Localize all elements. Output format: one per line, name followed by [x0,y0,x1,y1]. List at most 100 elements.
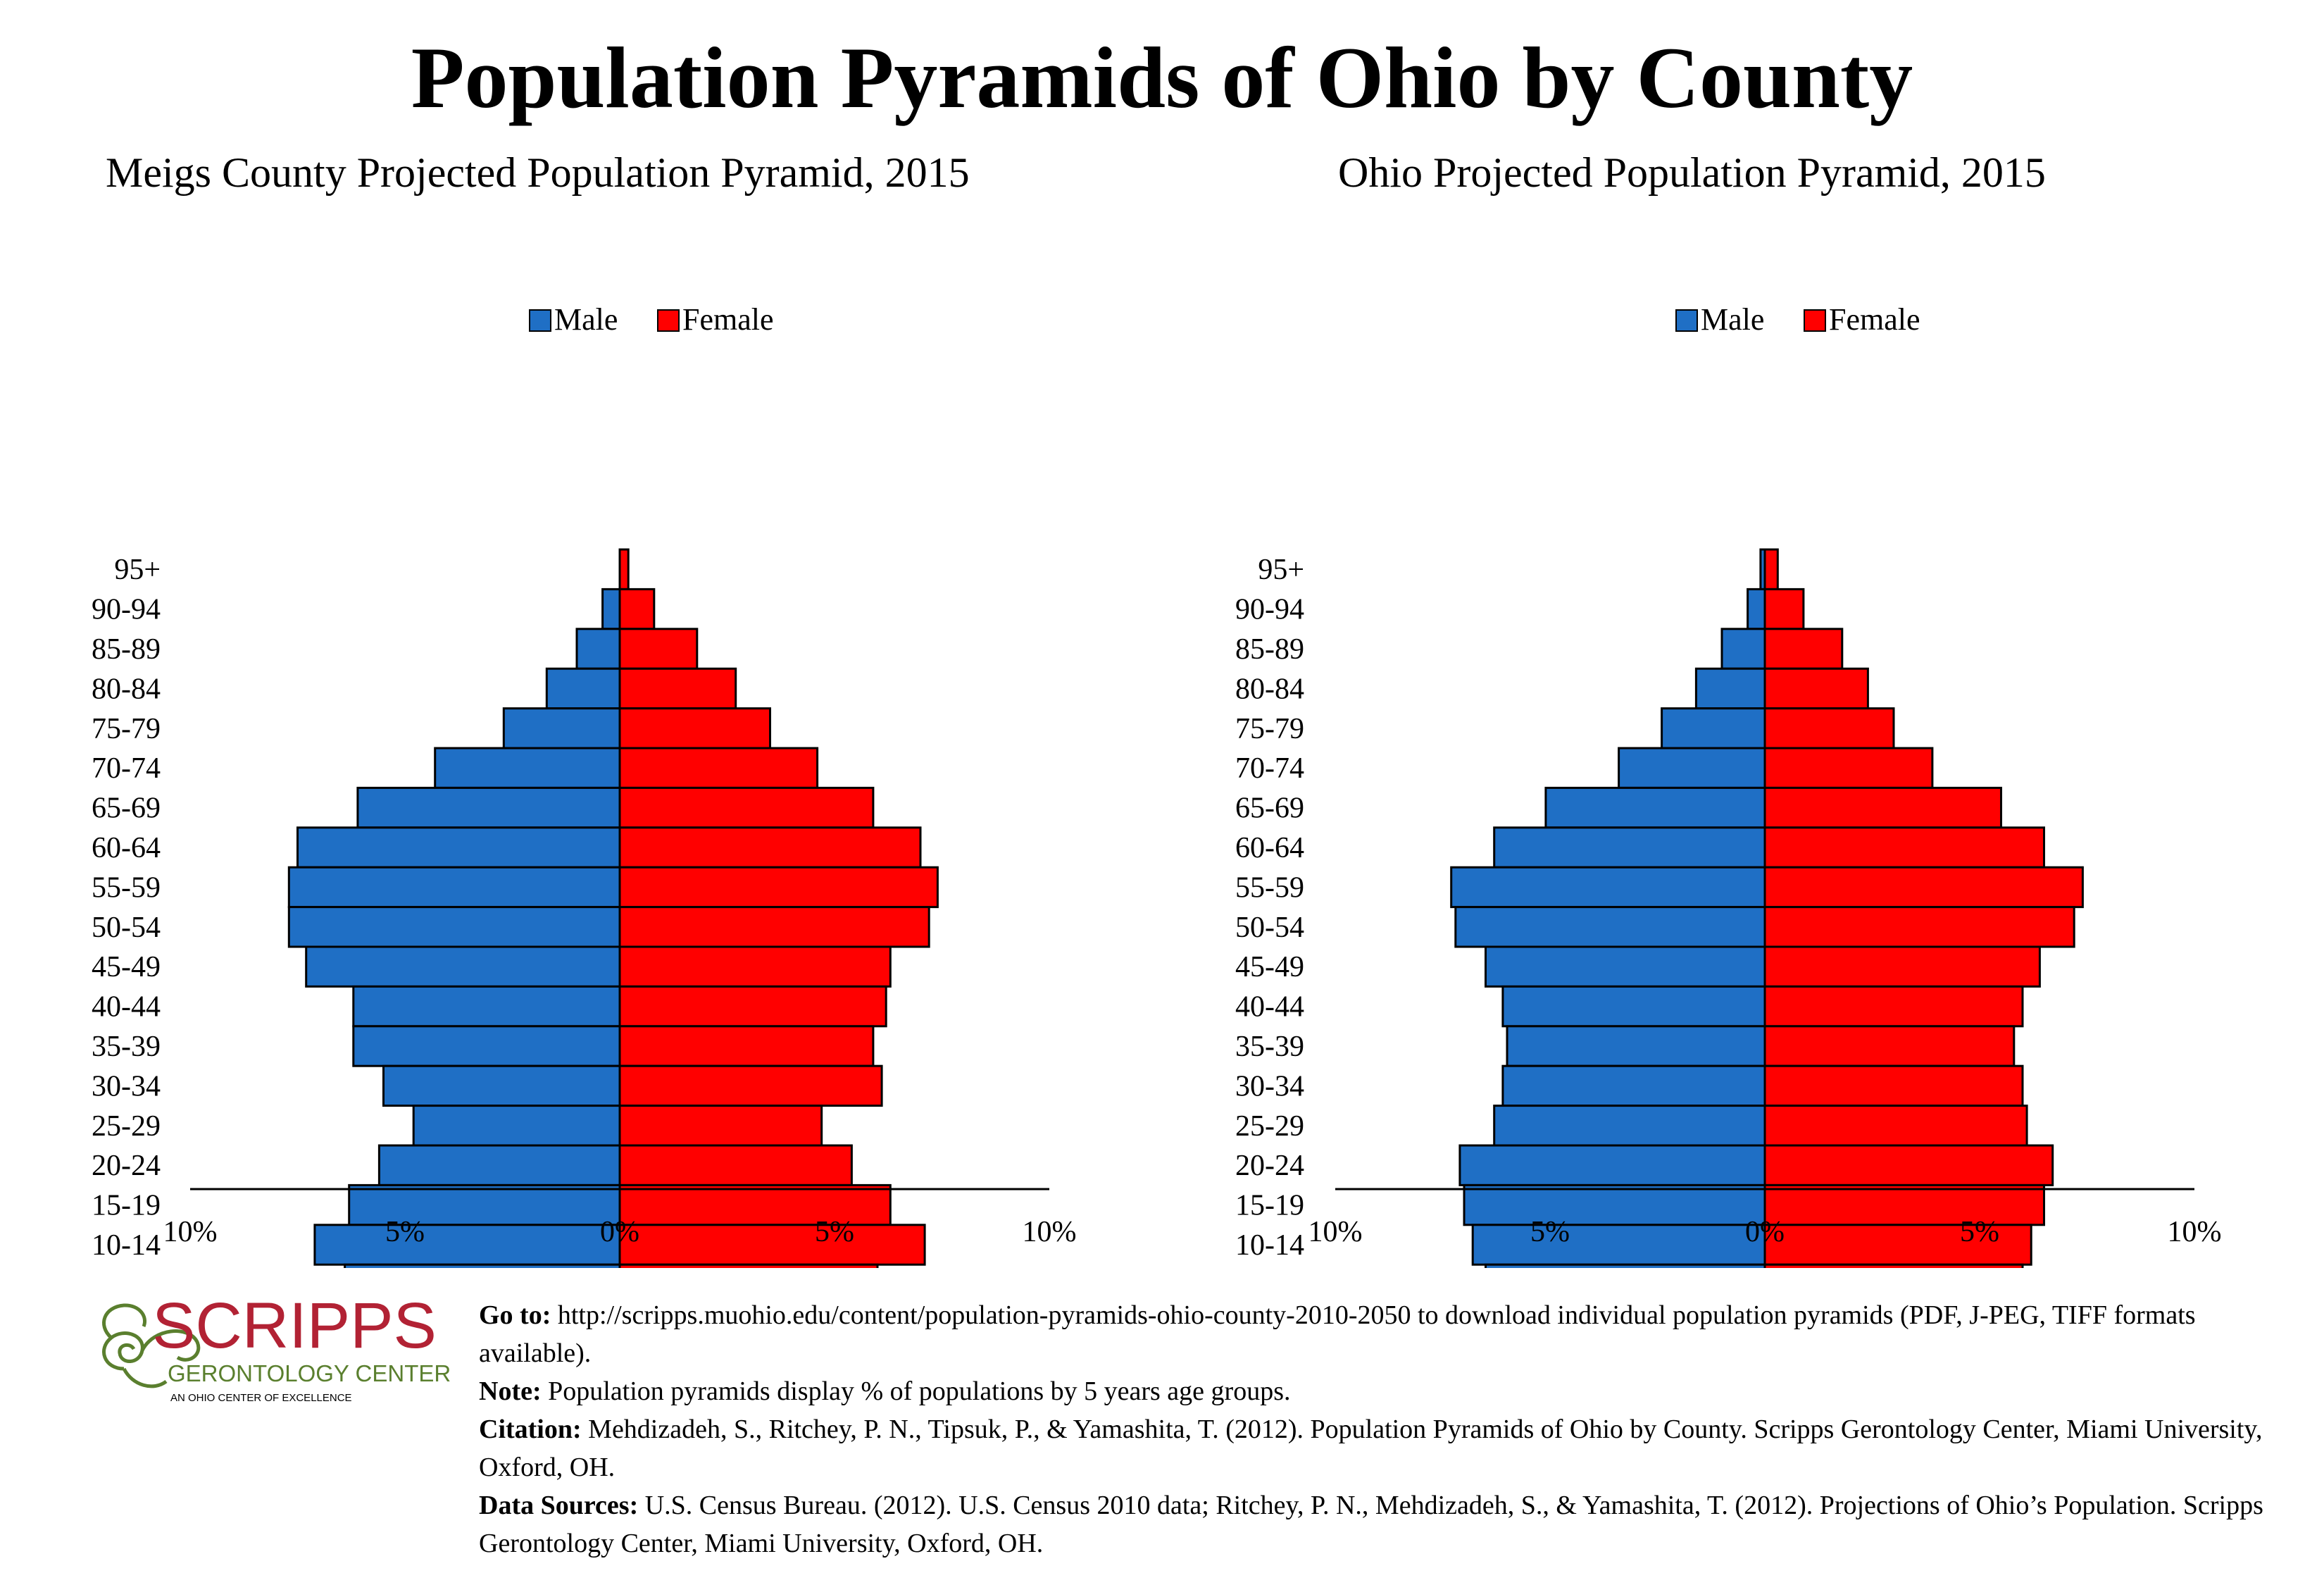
bar-female-65-69 [618,786,875,829]
chart-legend: Male Female [1675,302,1920,337]
category-label: 45-49 [92,951,161,983]
scripps-logo-mark: SCRIPPS GERONTOLOGY CENTER AN OHIO CENTE… [102,1290,451,1404]
footer-sources-text: U.S. Census Bureau. (2012). U.S. Census … [479,1491,2263,1558]
x-tick-label: 10% [2168,1216,2222,1248]
footer-note-label: Note: [479,1376,542,1406]
category-label: 65-69 [1235,792,1304,825]
bar-female-60-64 [618,826,922,869]
bar-female-10-14 [618,1224,926,1266]
bar-male-85-89 [1720,628,1766,670]
bar-female-35-39 [1763,1025,2016,1067]
bar-female-95+ [1763,548,1779,590]
scripps-logo: SCRIPPS GERONTOLOGY CENTER AN OHIO CENTE… [83,1286,463,1412]
category-label: 55-59 [92,871,161,904]
legend-male-label: Male [554,302,618,337]
bar-female-85-89 [618,628,699,670]
bar-male-35-39 [1506,1025,1766,1067]
category-label: 60-64 [92,832,161,864]
bar-male-10-14 [313,1224,621,1266]
bar-male-45-49 [305,945,621,988]
bar-male-40-44 [1501,985,1766,1028]
bar-male-55-59 [287,866,621,909]
category-label: 10-14 [1235,1229,1304,1262]
bar-male-10-14 [1471,1224,1766,1266]
category-label: 25-29 [92,1110,161,1143]
bar-female-45-49 [1763,945,2041,988]
category-label: 75-79 [92,713,161,745]
bars-group [1450,548,2084,1268]
x-tick-label: 5% [1530,1216,1570,1248]
bar-female-15-19 [1763,1183,2045,1226]
x-tick-label: 5% [1960,1216,1999,1248]
chart-subtitle: Ohio Projected Population Pyramid, 2015 [1338,149,2046,196]
legend-female-label: Female [1829,302,1920,337]
bar-male-50-54 [1454,906,1766,948]
category-label: 45-49 [1235,951,1304,983]
bar-male-90-94 [601,588,621,630]
bar-male-5-9 [344,1263,621,1268]
bar-male-25-29 [1493,1105,1766,1147]
bar-female-75-79 [1763,707,1895,750]
bar-male-20-24 [1458,1144,1766,1186]
x-tick-label: 10% [1023,1216,1077,1248]
bar-female-20-24 [1763,1144,2054,1186]
bar-male-65-69 [1544,786,1766,829]
bar-male-40-44 [352,985,621,1028]
bar-female-40-44 [1763,985,2024,1028]
bar-female-25-29 [618,1105,823,1147]
bar-female-75-79 [618,707,771,750]
bar-male-30-34 [382,1064,621,1107]
bar-female-90-94 [1763,588,1805,630]
category-label: 40-44 [92,991,161,1024]
bar-male-5-9 [1485,1263,1766,1268]
footer-citation: Citation: Mehdizadeh, S., Ritchey, P. N.… [479,1410,2310,1486]
category-label: 15-19 [1235,1190,1304,1222]
bar-female-25-29 [1763,1105,2028,1147]
bar-female-50-54 [618,906,930,948]
category-label: 75-79 [1235,713,1304,745]
bar-male-65-69 [356,786,621,829]
category-label: 50-54 [92,912,161,944]
category-label: 95+ [1258,554,1304,586]
legend-male-swatch [1675,309,1698,332]
bar-female-35-39 [618,1025,875,1067]
logo-line2: AN OHIO CENTER OF EXCELLENCE [170,1392,352,1404]
bar-male-60-64 [296,826,621,869]
category-label: 95+ [114,554,161,586]
bar-female-65-69 [1763,786,2002,829]
bar-male-75-79 [1661,707,1766,750]
footer-goto-label: Go to: [479,1300,551,1330]
category-label: 50-54 [1235,912,1304,944]
bar-male-25-29 [412,1105,621,1147]
legend-male-label: Male [1701,302,1764,337]
bar-male-35-39 [352,1025,621,1067]
bar-male-90-94 [1747,588,1766,630]
legend-female-swatch [657,309,680,332]
category-labels: 95+ 90-94 85-89 80-84 75-79 70-74 65-69 60-64 55… [1235,554,1304,1262]
category-label: 60-64 [1235,832,1304,864]
bar-male-80-84 [1694,667,1766,710]
bar-female-30-34 [618,1064,883,1107]
category-label: 55-59 [1235,871,1304,904]
category-label: 35-39 [1235,1031,1304,1063]
category-label: 20-24 [92,1150,161,1182]
x-tick-label: 5% [815,1216,854,1248]
footer-citation-text: Mehdizadeh, S., Ritchey, P. N., Tipsuk, … [479,1415,2263,1482]
footer-goto-text: http://scripps.muohio.edu/content/popula… [479,1300,2196,1368]
footer-goto: Go to: http://scripps.muohio.edu/content… [479,1296,2310,1372]
bar-female-20-24 [618,1144,853,1186]
bar-female-5-9 [1763,1263,2024,1268]
bar-male-45-49 [1485,945,1766,988]
page-title: Population Pyramids of Ohio by County [411,30,1913,126]
bar-male-75-79 [502,707,621,750]
chart-legend: Male Female [529,302,774,337]
bar-male-15-19 [348,1183,621,1226]
legend-male-swatch [529,309,551,332]
bar-male-70-74 [1618,747,1766,789]
category-label: 65-69 [92,792,161,825]
logo-name: SCRIPPS [152,1290,437,1362]
category-label: 90-94 [1235,594,1304,626]
category-label: 20-24 [1235,1150,1304,1182]
category-label: 40-44 [1235,991,1304,1024]
x-tick-label: 10% [1308,1216,1363,1248]
